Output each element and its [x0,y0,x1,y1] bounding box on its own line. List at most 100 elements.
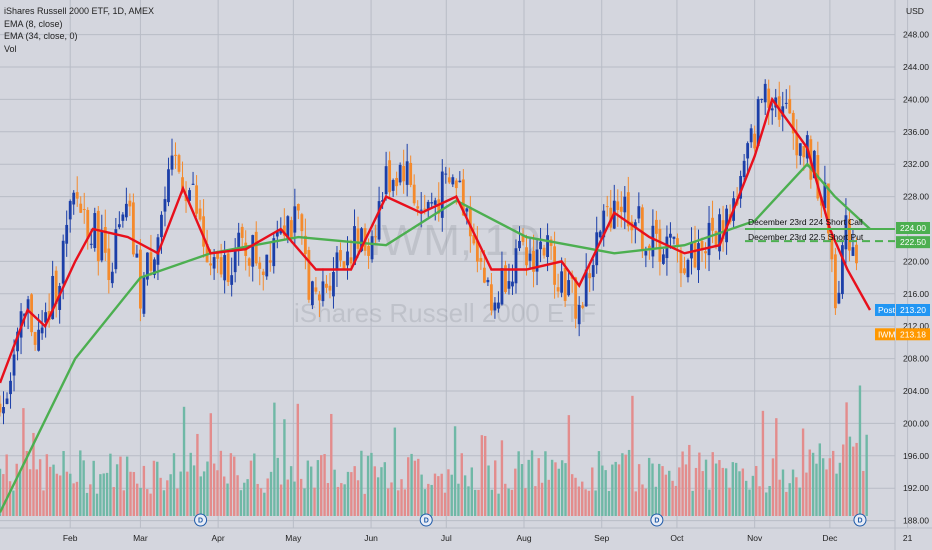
volume-bar [75,481,79,516]
volume-bar [2,474,5,516]
volume-bar [142,465,146,516]
candle-body [258,262,262,269]
candle-body [700,240,704,251]
candle-body [802,146,806,158]
candle-body [511,281,514,287]
volume-bar [637,464,641,516]
volume-bar [530,450,534,516]
volume-bar [724,468,728,516]
candle-body [153,259,156,275]
candle-body [75,192,79,199]
volume-bar [79,450,82,516]
volume-bar [681,451,684,516]
volume-bar [89,484,92,516]
candle-body [690,241,693,259]
candle-body [497,302,500,309]
candle-body [261,271,265,276]
candle-body [293,206,297,233]
candle-body [669,233,672,238]
dividend-marker[interactable]: D [419,513,433,527]
dividend-marker-circle [194,513,208,527]
candle-body [577,305,581,325]
candle-body [756,99,760,146]
volume-bar [490,489,494,516]
legend-title[interactable]: iShares Russell 2000 ETF, 1D, AMEX [4,6,155,16]
legend-volume[interactable]: Vol [4,43,17,54]
candle-body [174,154,177,156]
volume-bar [781,469,785,516]
volume-bar [664,474,668,516]
candle-body [479,258,483,262]
candle-body [300,214,304,232]
candle-body [823,182,827,209]
candle-body [504,265,507,293]
volume-bar [617,464,621,516]
candle-body [637,206,641,219]
tag-post-value: 213.20 [900,305,926,315]
candle-body [644,251,648,256]
tag-iwm-label: IWM [878,329,895,339]
legend-ema-slow[interactable]: EMA (34, close, 0) [4,31,78,41]
candle-body [746,143,750,159]
volume-bar [524,488,527,516]
candle-body [490,284,493,311]
candle-body [851,247,855,256]
volume-bar [570,474,574,516]
volume-bar [574,477,577,516]
volume-bar [323,454,326,516]
volume-bar [808,449,811,516]
candle-body [518,240,521,249]
price-tags: 224.00 222.50 Post 213.20 IWM 213.18 [875,222,930,341]
volume-bar [497,493,500,516]
candle-body [272,238,276,267]
volume-bar [363,493,366,516]
candle-body [307,250,311,300]
volume-bar [771,458,775,516]
candle-body [212,257,216,269]
volume-bar [731,462,735,516]
candle-body [454,180,458,189]
candle-body [279,230,283,234]
candle-body [602,210,606,238]
volume-bar [380,467,383,516]
candle-body [651,225,655,257]
candle-body [296,203,300,211]
candle-body [623,196,627,213]
volume-bar [179,471,182,516]
candle-body [749,128,753,143]
volume-bar [112,487,115,516]
volume-bar [309,466,313,516]
candle-body [110,271,114,284]
tag-iwm-label-bg [875,328,895,341]
y-tick-label: 196.00 [903,451,929,461]
volume-bar [811,452,815,516]
volume-bar [266,478,269,516]
legend-ema-fast[interactable]: EMA (8, close) [4,18,63,29]
tag-short-put: 222.50 [896,236,930,249]
volume-bar [621,453,624,516]
candle-body [721,220,725,240]
candle-body [40,327,44,334]
volume-bar [125,456,129,516]
volume-bar [236,475,239,516]
candle-body [500,268,504,305]
volume-bar [162,490,166,516]
volume-bar [149,493,152,516]
dividend-marker[interactable]: D [650,513,664,527]
volume-bar [738,471,741,516]
ema-fast-line [0,96,872,384]
y-axis[interactable]: 248.00 244.00 240.00 236.00 232.00 228.00 224.… [903,30,929,526]
tag-short-put-value-bg [896,236,930,249]
candle-body [58,285,62,310]
dividend-marker[interactable]: D [853,513,867,527]
candle-body [177,155,181,172]
volume-bar [510,489,514,516]
candle-body [841,245,844,295]
x-axis[interactable]: Feb Mar Apr May Jun Jul Aug Sep Oct Nov Dec 21 [63,533,913,543]
dividend-marker[interactable]: D [194,513,208,527]
candle-body [188,190,191,201]
candle-body [226,253,230,283]
volume-bar [299,478,303,516]
